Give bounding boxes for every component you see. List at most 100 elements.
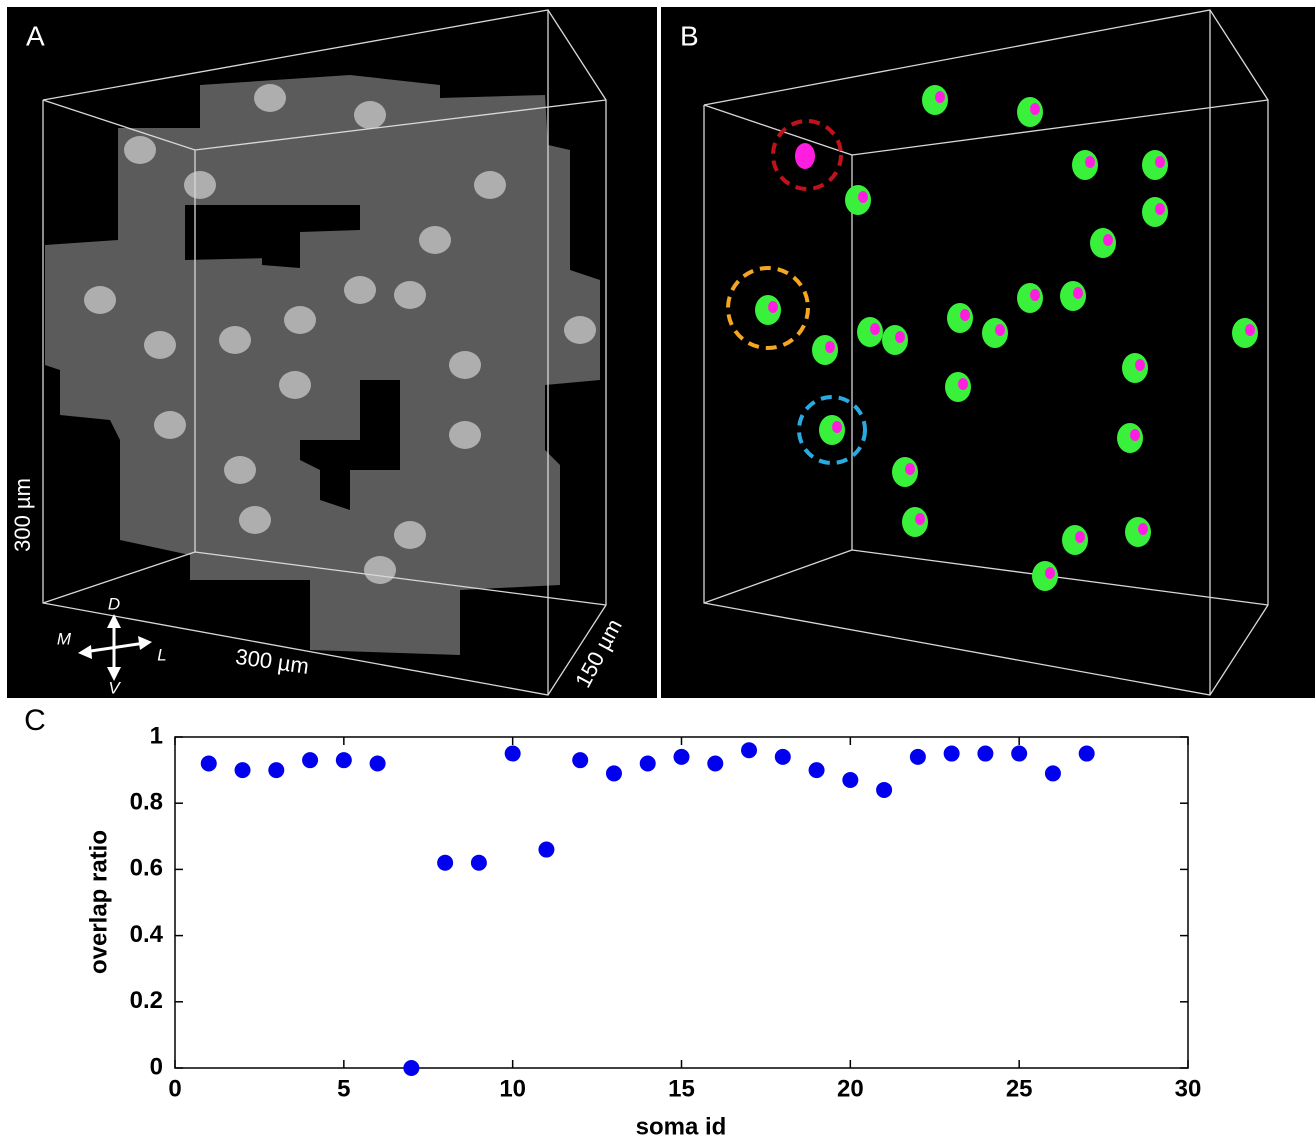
soma-overlap — [935, 91, 945, 103]
soma-overlap — [1073, 287, 1083, 299]
data-point — [1011, 745, 1028, 762]
soma-overlap — [1138, 523, 1148, 535]
data-point — [808, 762, 825, 779]
neuron-volume — [45, 75, 600, 655]
x-tick-label: 20 — [837, 1075, 864, 1102]
panel-label: A — [26, 20, 45, 51]
soma-overlap — [832, 421, 842, 433]
y-axis-label: overlap ratio — [85, 830, 112, 974]
highlight-circles — [726, 119, 867, 465]
x-tick-label: 10 — [499, 1075, 526, 1102]
segmentation-box — [703, 9, 1269, 696]
x-tick-label: 0 — [168, 1075, 181, 1102]
soma-overlap — [1155, 203, 1165, 215]
panel-label: C — [24, 704, 46, 737]
soma-overlap — [1245, 324, 1255, 336]
data-point — [403, 1060, 420, 1076]
x-tick-label: 25 — [1006, 1075, 1033, 1102]
data-point — [369, 755, 386, 772]
soma-overlap — [1030, 289, 1040, 301]
compass-label: V — [108, 678, 121, 697]
data-point — [707, 755, 724, 772]
soma — [344, 276, 376, 304]
soma-overlap — [895, 331, 905, 343]
soma — [284, 306, 316, 334]
soma-overlap — [995, 324, 1005, 336]
soma-overlap — [905, 463, 915, 475]
panel-b-background — [661, 7, 1315, 698]
y-tick-label: 0.2 — [130, 987, 163, 1014]
data-point — [909, 748, 926, 765]
soma-overlap — [1085, 156, 1095, 168]
soma — [394, 281, 426, 309]
data-point — [335, 752, 352, 769]
x-tick-label: 30 — [1175, 1075, 1202, 1102]
soma-overlap — [958, 378, 968, 390]
data-point — [673, 748, 690, 765]
data-point — [876, 781, 893, 798]
soma — [154, 411, 186, 439]
soma — [449, 421, 481, 449]
soma — [364, 556, 396, 584]
soma-overlap — [960, 309, 970, 321]
compass — [78, 614, 152, 681]
y-tick-label: 0.6 — [130, 855, 163, 882]
compass-label: M — [57, 629, 72, 648]
data-point — [741, 742, 758, 759]
x-tick-label: 15 — [668, 1075, 695, 1102]
plot-frame — [174, 736, 1189, 1069]
y-tick-label: 0.8 — [130, 789, 163, 816]
soma — [184, 171, 216, 199]
data-point — [842, 772, 859, 789]
panel-label: B — [680, 20, 699, 51]
x-axis-label: soma id — [636, 1113, 727, 1140]
data-point — [943, 745, 960, 762]
data-point — [639, 755, 656, 772]
data-point — [200, 755, 217, 772]
soma — [84, 286, 116, 314]
soma-missed — [795, 143, 815, 169]
data-point — [234, 762, 251, 779]
data-point — [437, 854, 454, 871]
soma — [254, 84, 286, 112]
soma — [394, 521, 426, 549]
compass-label: L — [157, 645, 166, 664]
soma-overlap — [1030, 103, 1040, 115]
y-tick-label: 0 — [150, 1053, 163, 1080]
data-point — [774, 748, 791, 765]
data-point — [605, 765, 622, 782]
soma-overlap — [1045, 567, 1055, 579]
y-tick-label: 1 — [150, 722, 163, 749]
volume-box — [42, 9, 607, 696]
soma-overlap — [915, 513, 925, 525]
soma — [449, 351, 481, 379]
soma — [239, 506, 271, 534]
soma — [279, 371, 311, 399]
x-tick-label: 5 — [337, 1075, 350, 1102]
soma-overlap — [1135, 359, 1145, 371]
data-point — [470, 854, 487, 871]
height-label: 300 µm — [10, 478, 35, 552]
data-point — [302, 752, 319, 769]
soma-overlap — [858, 191, 868, 203]
data-point — [538, 841, 555, 858]
data-point — [572, 752, 589, 769]
soma-overlap — [870, 323, 880, 335]
soma — [124, 136, 156, 164]
soma — [419, 226, 451, 254]
neuron-somas — [84, 84, 596, 584]
soma-overlap — [1075, 531, 1085, 543]
soma-overlap — [768, 301, 778, 313]
data-point — [1044, 765, 1061, 782]
soma-overlap — [1155, 156, 1165, 168]
soma — [219, 326, 251, 354]
y-tick-label: 0.4 — [130, 921, 164, 948]
data-point — [1078, 745, 1095, 762]
soma — [144, 331, 176, 359]
segmented-somas — [755, 85, 1258, 591]
soma — [474, 171, 506, 199]
soma-overlap — [1103, 234, 1113, 246]
soma — [564, 316, 596, 344]
soma — [354, 101, 386, 129]
